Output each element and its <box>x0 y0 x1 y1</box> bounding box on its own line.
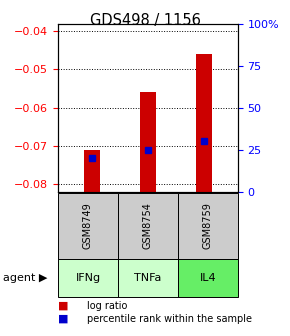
Text: ■: ■ <box>58 313 68 324</box>
Text: IL4: IL4 <box>200 273 216 283</box>
Bar <box>196 54 212 192</box>
Text: GSM8754: GSM8754 <box>143 203 153 249</box>
Text: percentile rank within the sample: percentile rank within the sample <box>87 313 252 324</box>
Text: TNFa: TNFa <box>134 273 162 283</box>
Text: log ratio: log ratio <box>87 301 127 311</box>
Bar <box>140 92 156 192</box>
Text: ■: ■ <box>58 301 68 311</box>
Text: GDS498 / 1156: GDS498 / 1156 <box>90 13 200 29</box>
Text: GSM8759: GSM8759 <box>203 203 213 249</box>
Text: agent ▶: agent ▶ <box>3 273 47 283</box>
Bar <box>84 150 99 192</box>
Text: IFNg: IFNg <box>75 273 101 283</box>
Text: GSM8749: GSM8749 <box>83 203 93 249</box>
